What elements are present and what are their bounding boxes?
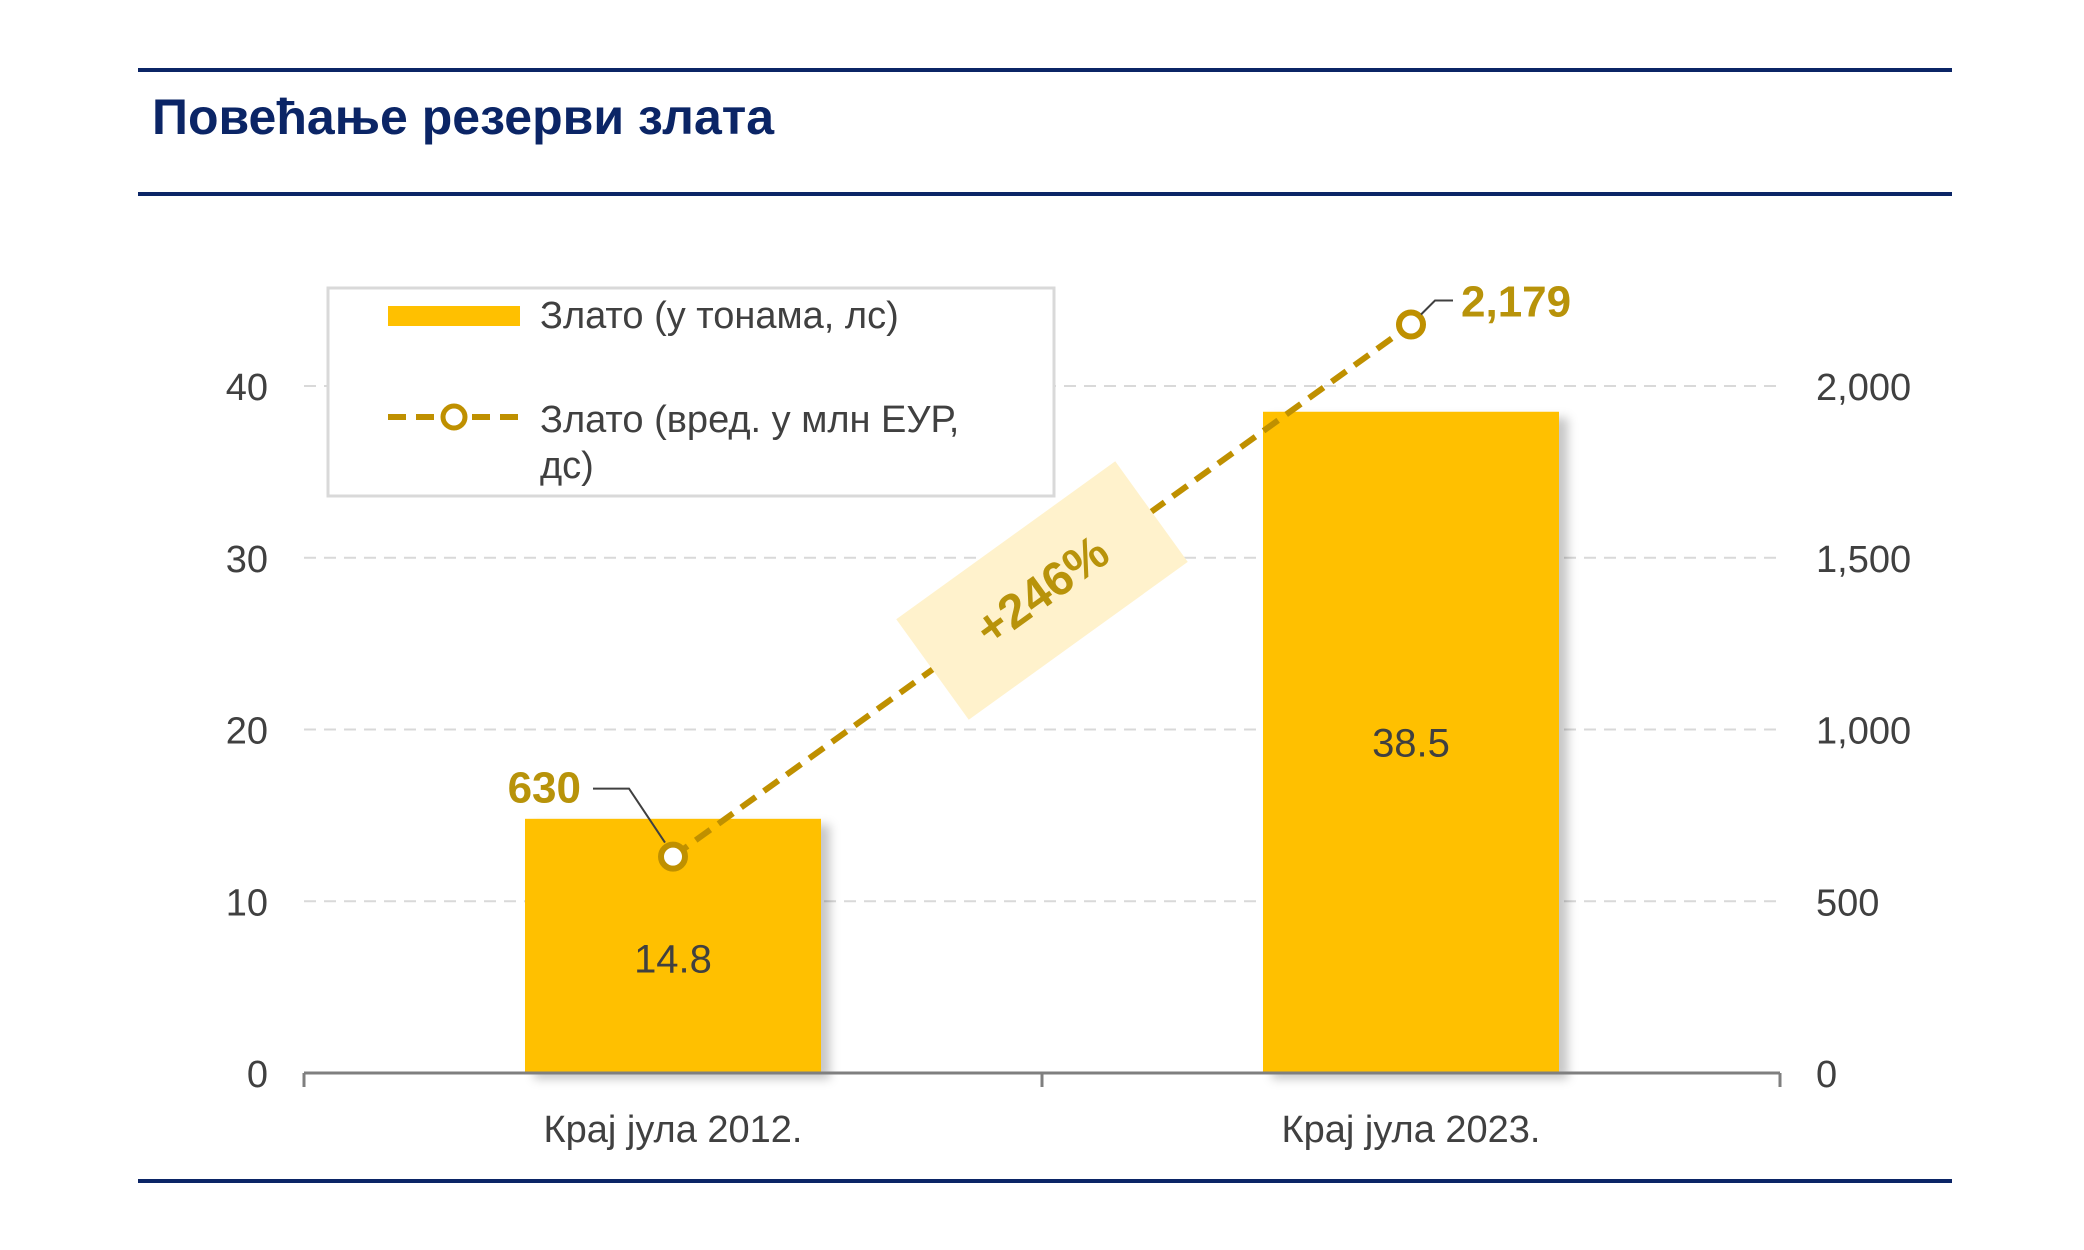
y-left-tick-label: 40 — [226, 367, 268, 409]
bar — [1263, 411, 1559, 1073]
legend-label-line: Злато (вред. у млн ЕУР, дс) — [540, 399, 959, 487]
y-right-tick-label: 1,000 — [1816, 711, 1911, 753]
legend-label-bar: Злато (у тонама, лс) — [540, 295, 899, 337]
bottom-rule — [138, 1179, 1952, 1183]
legend: Злато (у тонама, лс) Злато (вред. у млн Е… — [326, 286, 1056, 498]
bar-value-label: 14.8 — [634, 938, 712, 982]
growth-annotation: +246% — [896, 461, 1188, 720]
y-right-tick-label: 1,500 — [1816, 539, 1911, 581]
x-tick-label: Крај јула 2012. — [544, 1109, 803, 1151]
y-right-tick-label: 2,000 — [1816, 367, 1911, 409]
title-underline-rule — [138, 192, 1952, 196]
legend-swatch-marker — [440, 403, 468, 431]
line-value-label: 630 — [508, 764, 581, 813]
y-left-tick-label: 30 — [226, 539, 268, 581]
y-left-tick-label: 0 — [247, 1054, 268, 1096]
top-rule — [138, 68, 1952, 72]
line-marker — [1396, 309, 1426, 340]
chart-title: Повећање резерви злата — [152, 89, 775, 145]
bar-value-label: 38.5 — [1372, 721, 1450, 765]
y-right-tick-label: 0 — [1816, 1054, 1837, 1096]
y-right-tick-label: 500 — [1816, 882, 1879, 924]
y-left-tick-label: 10 — [226, 882, 268, 924]
axes: 0 10 20 30 40 0 500 1,000 1,500 2,000 Крај јула 20… — [226, 367, 1911, 1151]
leader-line — [593, 787, 666, 844]
bar-series — [525, 411, 1559, 1073]
x-tick-label: Крај јула 2023. — [1282, 1109, 1541, 1151]
y-left-tick-label: 20 — [226, 711, 268, 753]
data-labels: 14.8 38.5 630 2,179 — [508, 278, 1572, 982]
annotation-box — [896, 461, 1188, 720]
legend-swatch-bar — [388, 306, 520, 326]
leader-line — [1420, 299, 1453, 316]
line-marker — [658, 841, 688, 872]
line-value-label: 2,179 — [1461, 278, 1571, 327]
